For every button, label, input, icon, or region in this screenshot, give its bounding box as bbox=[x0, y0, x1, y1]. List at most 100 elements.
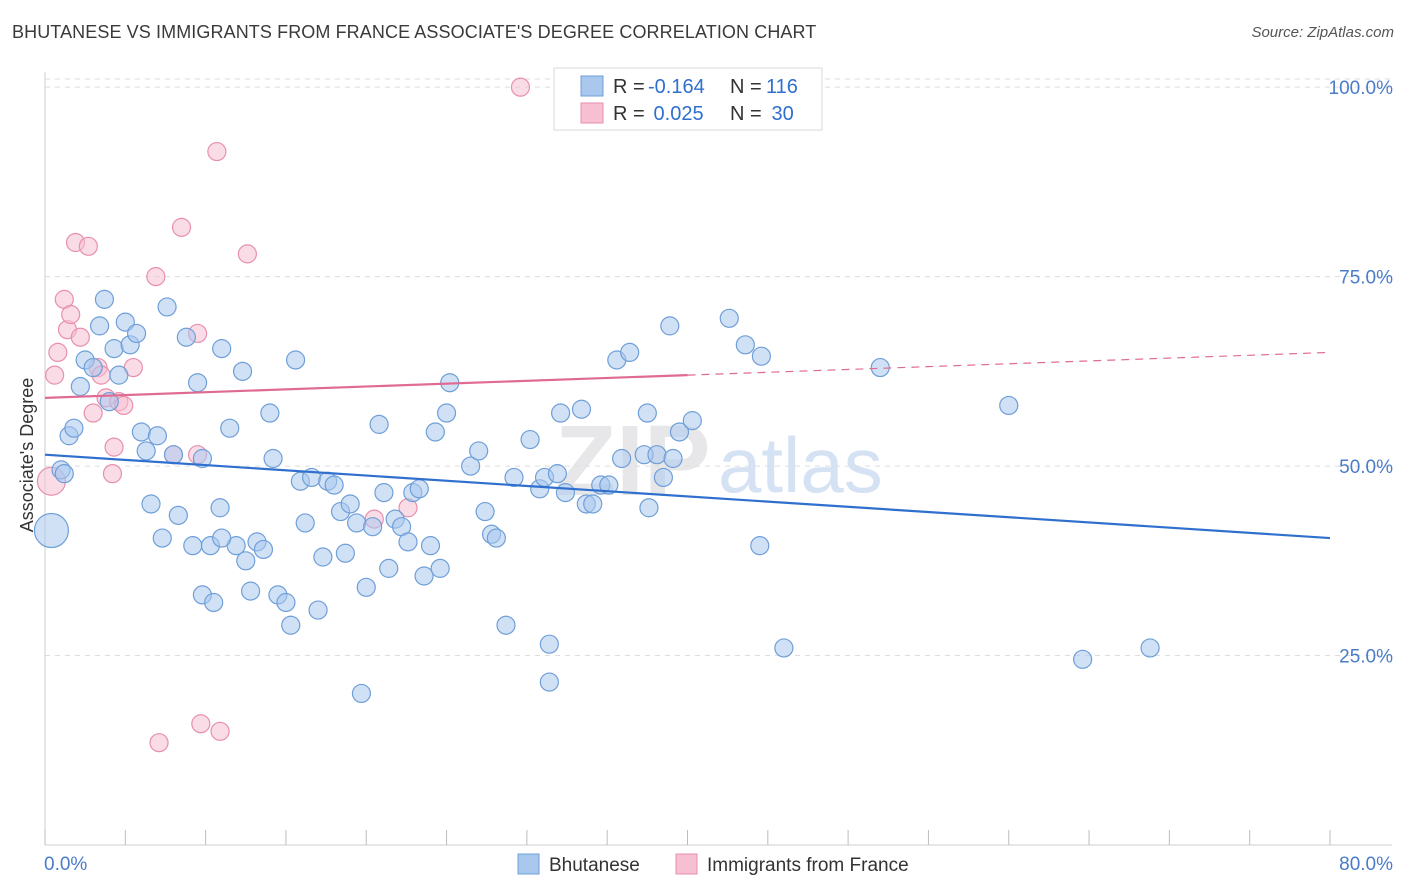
bhutanese-point-20 bbox=[152, 528, 172, 548]
bhutanese-point-91 bbox=[599, 475, 619, 495]
france-point-8 bbox=[78, 236, 98, 256]
france-point-29 bbox=[510, 77, 531, 97]
bhutanese-point-8 bbox=[90, 316, 110, 336]
bhutanese-point-107 bbox=[750, 536, 770, 556]
bhutanese-point-94 bbox=[620, 342, 640, 363]
trendline-bhutanese bbox=[44, 453, 1331, 540]
legend-n-label-2: N = bbox=[730, 103, 762, 125]
bhutanese-point-35 bbox=[236, 551, 256, 571]
bhutanese-point-24 bbox=[176, 327, 196, 347]
bhutanese-point-77 bbox=[496, 615, 516, 635]
bhutanese-point-55 bbox=[347, 513, 367, 533]
y-axis-label: Associate's Degree bbox=[17, 378, 37, 533]
watermark: ZIP atlas bbox=[555, 405, 883, 517]
axes bbox=[44, 72, 1392, 846]
bhutanese-point-79 bbox=[520, 429, 540, 450]
bhutanese-point-100 bbox=[660, 316, 680, 336]
bhutanese-point-93 bbox=[612, 448, 632, 469]
trendline-france-dashed bbox=[687, 351, 1331, 376]
bhutanese-point-102 bbox=[669, 422, 690, 442]
bhutanese-point-58 bbox=[363, 517, 383, 537]
bhutanese-point-21 bbox=[157, 297, 177, 317]
bhutanese-point-69 bbox=[425, 422, 445, 442]
bhutanese-point-87 bbox=[571, 399, 592, 419]
bhutanese-point-51 bbox=[324, 475, 344, 495]
bhutanese-point-84 bbox=[547, 464, 567, 484]
bhutanese-point-114 bbox=[469, 441, 489, 461]
bottom-legend-bhutanese: Bhutanese bbox=[549, 855, 640, 876]
trendline-france-solid bbox=[44, 374, 688, 399]
france-point-14 bbox=[104, 437, 124, 457]
france-point-13 bbox=[102, 464, 123, 484]
bhutanese-point-7 bbox=[83, 357, 103, 378]
bhutanese-point-4 bbox=[64, 418, 84, 438]
bhutanese-point-18 bbox=[141, 494, 161, 514]
france-point-21 bbox=[171, 217, 192, 237]
y-tick-label-100: 100.0% bbox=[1329, 78, 1394, 99]
series-bhutanese-points bbox=[33, 289, 1160, 704]
legend-r-label-2: R = bbox=[613, 103, 645, 125]
france-point-5 bbox=[61, 304, 81, 325]
bhutanese-point-60 bbox=[374, 483, 394, 503]
trendlines bbox=[44, 351, 1331, 540]
bhutanese-point-103 bbox=[682, 411, 702, 431]
bhutanese-point-2 bbox=[54, 464, 74, 484]
bhutanese-point-9 bbox=[94, 289, 115, 309]
bhutanese-point-23 bbox=[168, 505, 188, 525]
bhutanese-point-112 bbox=[1140, 638, 1160, 658]
legend-r-value-1: -0.164 bbox=[648, 76, 705, 98]
bhutanese-point-59 bbox=[369, 414, 389, 434]
france-point-19 bbox=[149, 733, 169, 753]
bhutanese-point-32 bbox=[220, 418, 240, 438]
bhutanese-point-29 bbox=[204, 592, 224, 613]
bhutanese-point-97 bbox=[639, 498, 659, 518]
bhutanese-point-76 bbox=[486, 528, 506, 548]
bhutanese-point-43 bbox=[281, 615, 301, 635]
legend-swatch-bhutanese bbox=[580, 75, 604, 97]
bhutanese-point-12 bbox=[109, 365, 129, 385]
y-tick-label-25: 25.0% bbox=[1339, 647, 1393, 668]
bhutanese-point-86 bbox=[555, 483, 576, 503]
y-tick-label-50: 50.0% bbox=[1339, 457, 1393, 478]
bhutanese-point-104 bbox=[719, 308, 739, 328]
bhutanese-point-101 bbox=[663, 448, 683, 469]
bhutanese-point-26 bbox=[187, 373, 208, 393]
bhutanese-point-96 bbox=[637, 403, 657, 423]
bhutanese-point-85 bbox=[551, 403, 571, 423]
bhutanese-point-46 bbox=[295, 513, 315, 533]
bhutanese-point-110 bbox=[999, 395, 1019, 416]
france-point-25 bbox=[207, 141, 227, 162]
bhutanese-point-17 bbox=[136, 441, 156, 461]
bhutanese-point-49 bbox=[313, 547, 333, 567]
bottom-legend-swatch-france bbox=[675, 853, 698, 875]
bhutanese-point-42 bbox=[276, 592, 296, 613]
bhutanese-point-36 bbox=[241, 581, 261, 601]
legend-n-label-1: N = bbox=[730, 76, 762, 98]
legend-swatch-france bbox=[580, 102, 604, 124]
bhutanese-point-57 bbox=[356, 577, 376, 597]
bhutanese-point-70 bbox=[430, 558, 450, 578]
france-point-2 bbox=[48, 342, 68, 363]
watermark-atlas: atlas bbox=[718, 421, 883, 509]
bhutanese-point-74 bbox=[475, 501, 495, 522]
bhutanese-point-113 bbox=[212, 528, 232, 548]
bhutanese-point-22 bbox=[163, 445, 184, 465]
bhutanese-point-11 bbox=[104, 339, 124, 359]
bhutanese-point-30 bbox=[210, 498, 230, 518]
bhutanese-point-71 bbox=[436, 403, 457, 423]
legend-n-value-1: 116 bbox=[766, 76, 798, 98]
legend-r-value-2: 0.025 bbox=[648, 103, 704, 125]
legend-r-label-1: R = bbox=[613, 76, 645, 98]
france-point-7 bbox=[70, 327, 90, 347]
bhutanese-point-40 bbox=[263, 448, 283, 469]
bhutanese-point-19 bbox=[147, 426, 168, 446]
bhutanese-point-0 bbox=[33, 512, 70, 549]
bhutanese-point-39 bbox=[260, 403, 280, 423]
bhutanese-point-73 bbox=[461, 456, 481, 476]
france-point-26 bbox=[210, 721, 230, 741]
france-point-27 bbox=[237, 244, 257, 264]
bhutanese-point-82 bbox=[539, 634, 559, 654]
bhutanese-point-98 bbox=[647, 445, 667, 465]
bhutanese-point-31 bbox=[212, 339, 232, 359]
bhutanese-point-68 bbox=[420, 536, 441, 556]
